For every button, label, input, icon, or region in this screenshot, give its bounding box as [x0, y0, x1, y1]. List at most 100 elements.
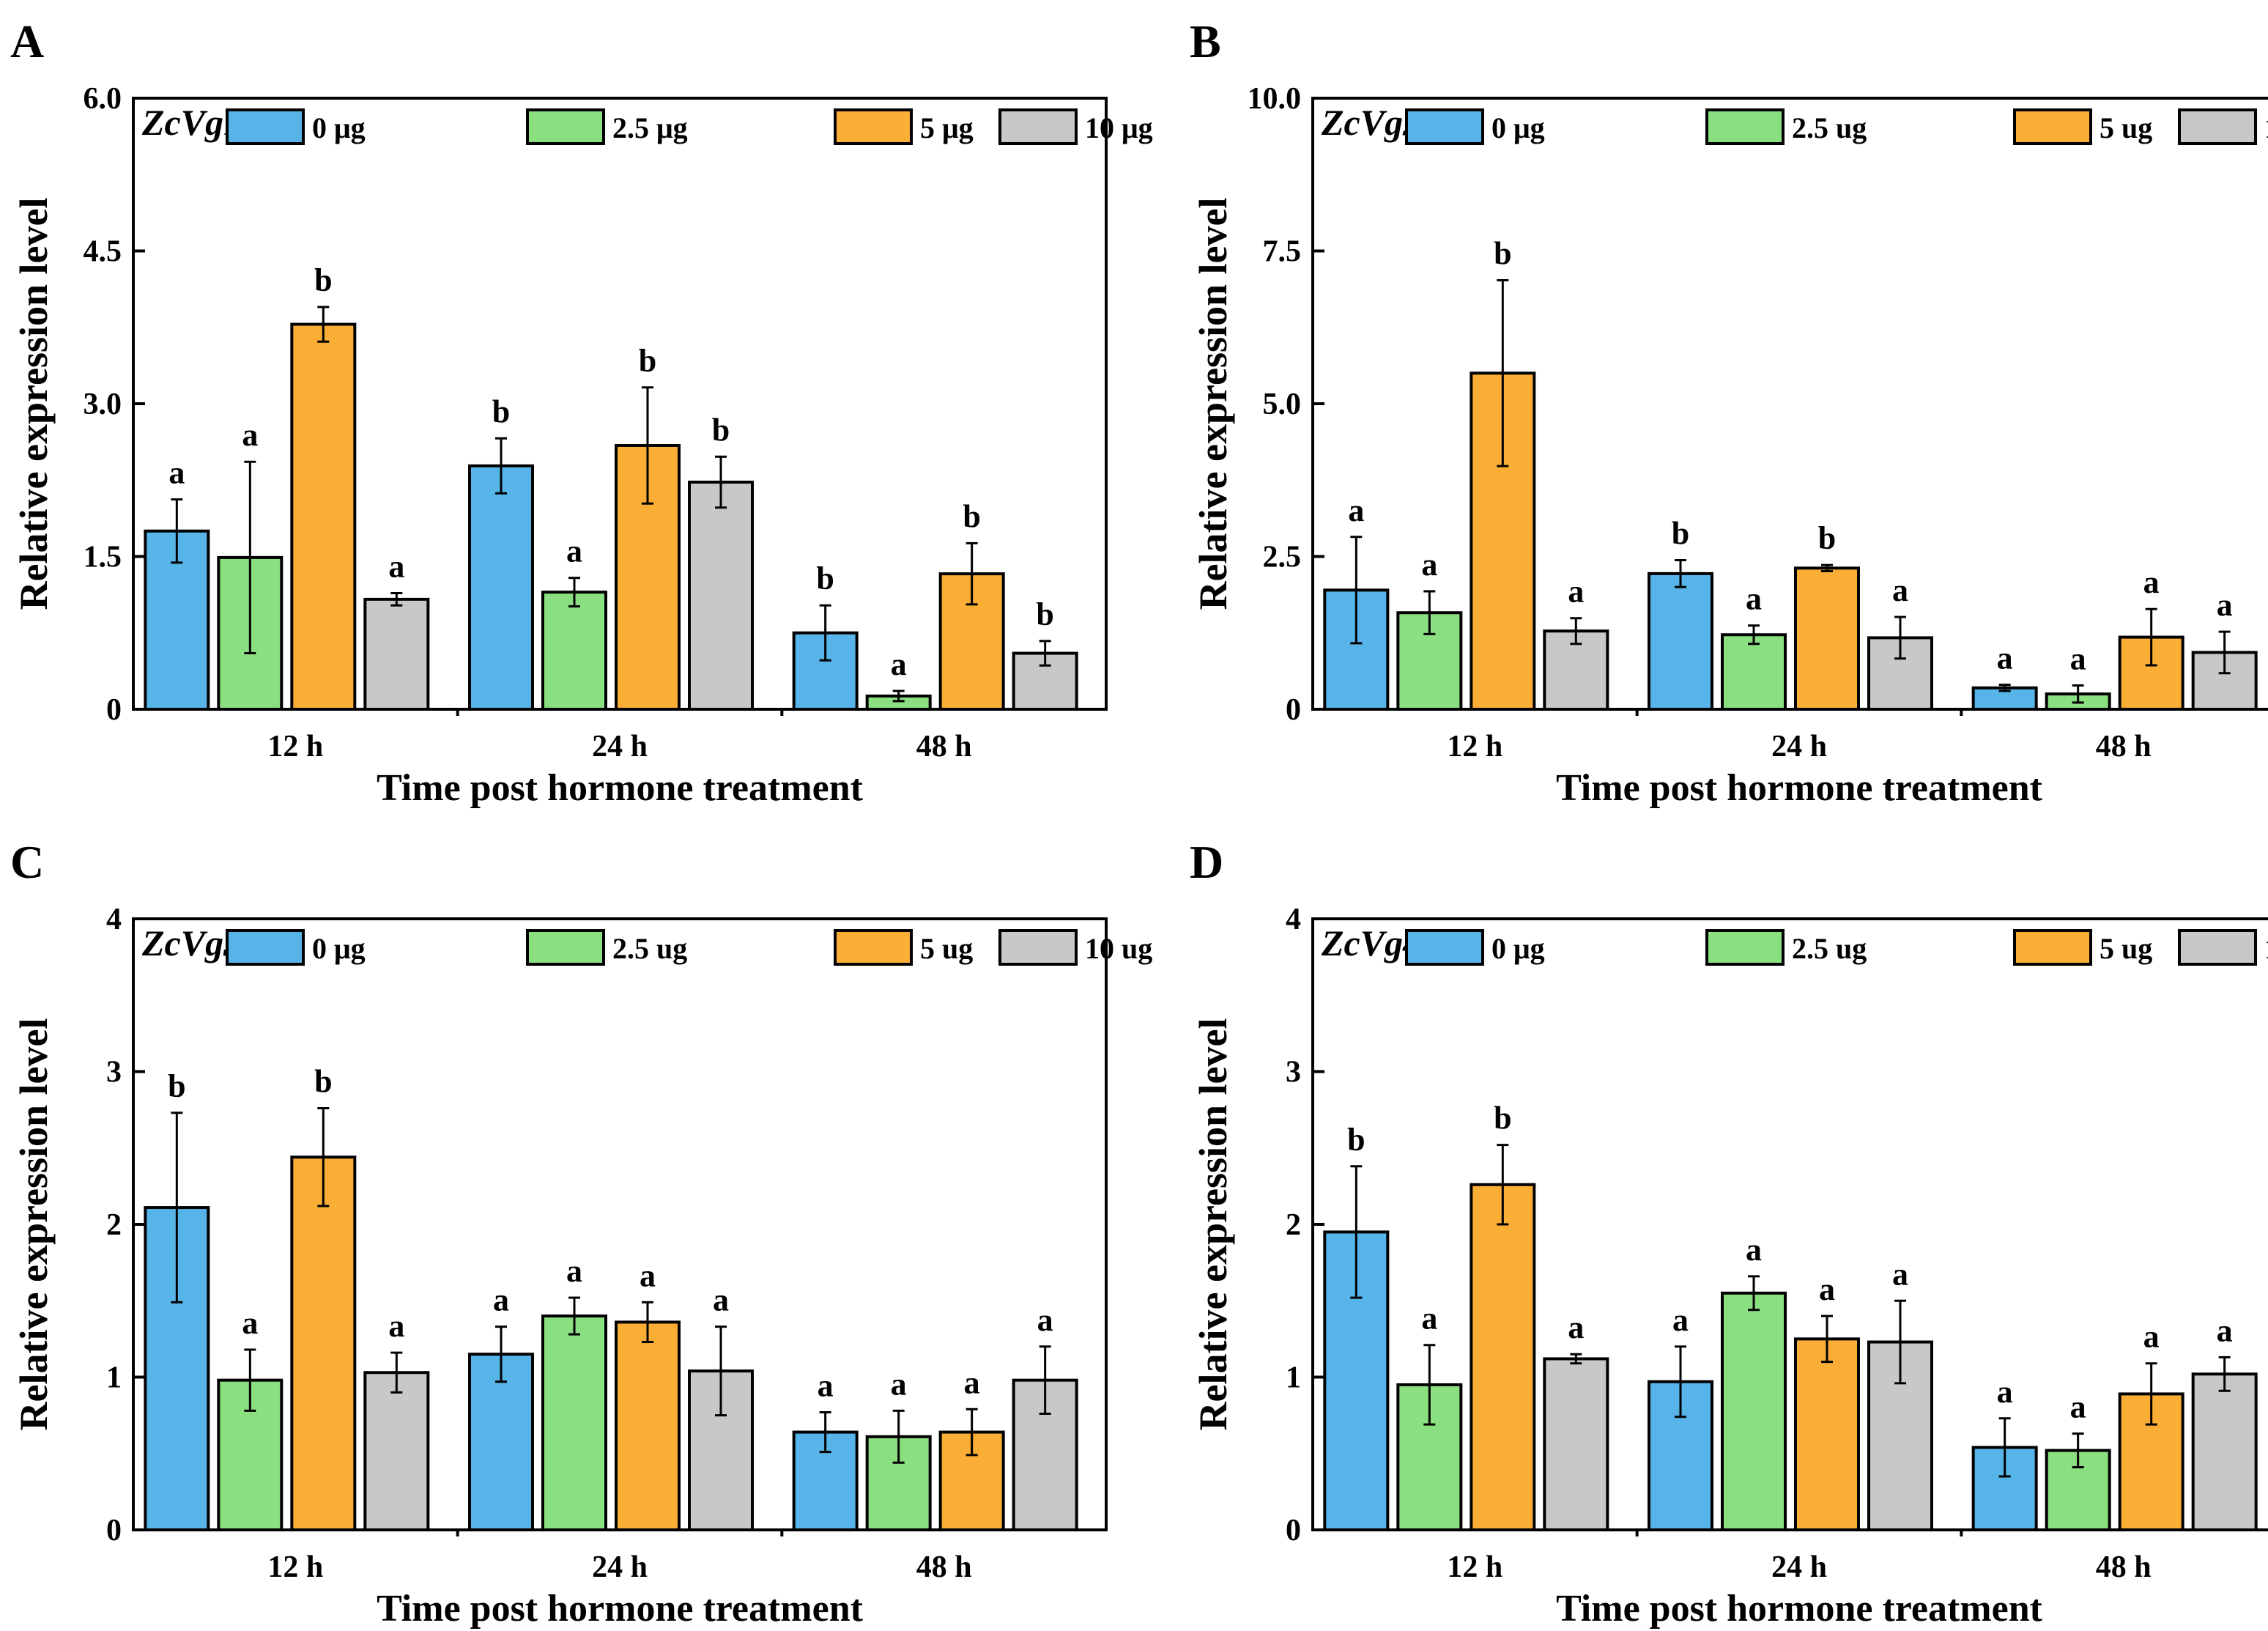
bar: [290, 1155, 357, 1531]
x-axis-title: Time post hormone treatment: [1556, 767, 2043, 809]
significance-letter: b: [1494, 1101, 1511, 1136]
chart-panel-d: Db a b a 12 h a a a a 24 h a a a a 48 h 0 1 2 3 4 ZcVg4 0 μg 2…: [1190, 836, 2268, 1630]
bar: [363, 1371, 430, 1531]
legend-swatch: [2013, 108, 2092, 145]
significance-letter: a: [493, 1282, 509, 1318]
significance-letter: a: [1568, 574, 1584, 610]
legend-label: 2.5 ug: [612, 932, 687, 965]
significance-letter: a: [1746, 581, 1762, 617]
y-tick-label: 0: [106, 693, 122, 727]
bar: [468, 464, 534, 711]
significance-letter: b: [639, 343, 656, 379]
significance-letter: a: [1348, 492, 1364, 528]
significance-letter: a: [242, 1305, 258, 1341]
legend-swatch: [526, 108, 605, 145]
significance-letter: b: [492, 393, 510, 429]
legend-swatch: [526, 929, 605, 966]
x-tick-label: 24 h: [1771, 730, 1827, 763]
y-tick-label: 0: [106, 1514, 122, 1547]
legend-swatch: [226, 108, 305, 145]
legend-label: 2.5 ug: [1792, 111, 1867, 144]
bar: [2191, 1372, 2258, 1532]
significance-letter: a: [1421, 1301, 1437, 1336]
significance-letter: a: [168, 455, 185, 491]
bar: [1794, 566, 1860, 711]
legend-label: 5 ug: [920, 932, 973, 965]
bar: [1470, 1183, 1536, 1531]
x-tick-label: 24 h: [592, 730, 648, 763]
y-tick-label: 2: [106, 1208, 122, 1242]
y-axis-title: Relative expression level: [12, 1018, 56, 1431]
significance-letter: a: [2070, 1389, 2086, 1425]
x-tick-label: 48 h: [2096, 730, 2152, 763]
significance-letter: b: [816, 561, 834, 596]
significance-letter: b: [1347, 1122, 1365, 1158]
gene-label: ZcVg3: [141, 922, 242, 964]
bar: [1794, 1337, 1860, 1531]
significance-letter: a: [1997, 1374, 2013, 1410]
legend-swatch: [2013, 929, 2092, 966]
significance-letter: a: [242, 417, 258, 453]
x-tick-label: 24 h: [1771, 1550, 1827, 1584]
significance-letter: a: [1421, 547, 1437, 582]
legend-swatch: [998, 108, 1078, 145]
legend-label: 2.5 ug: [1792, 932, 1867, 965]
y-tick-label: 1: [1286, 1361, 1301, 1395]
legend-label: 5 ug: [2100, 111, 2152, 144]
legend-label: 10 ug: [1085, 932, 1152, 965]
x-tick-label: 24 h: [592, 1550, 648, 1584]
legend-swatch: [1705, 108, 1785, 145]
significance-letter: a: [1746, 1232, 1762, 1268]
x-tick-label: 48 h: [2096, 1550, 2152, 1584]
legend-swatch: [226, 929, 305, 966]
significance-letter: a: [891, 1366, 907, 1402]
significance-letter: a: [1672, 1302, 1689, 1338]
y-tick-label: 4: [106, 903, 122, 936]
significance-letter: b: [314, 1064, 332, 1100]
chart-panel-a: Aa a b a 12 h b a b b 24 h b a b b 48 h 0 1.5 3.0 4.5 6.0 Zc…: [10, 15, 1153, 809]
legend-swatch: [1405, 108, 1484, 145]
significance-letter: a: [1892, 572, 1908, 608]
legend-label: 5 μg: [920, 111, 974, 144]
bar: [363, 597, 430, 711]
significance-letter: a: [1892, 1256, 1908, 1292]
significance-letter: b: [963, 498, 980, 534]
x-tick-label: 12 h: [1447, 1550, 1502, 1584]
significance-letter: a: [2217, 1312, 2233, 1348]
panel-label: C: [10, 836, 44, 888]
panel-label: B: [1190, 15, 1221, 67]
significance-letter: a: [1037, 1302, 1053, 1338]
bar: [1721, 633, 1787, 711]
panel-label: A: [10, 15, 44, 67]
significance-letter: b: [1818, 520, 1836, 556]
legend-swatch: [998, 929, 1078, 966]
legend-label: 5 ug: [2100, 932, 2152, 965]
significance-letter: a: [2070, 640, 2086, 676]
significance-letter: a: [964, 1364, 980, 1400]
significance-letter: b: [168, 1068, 185, 1104]
x-tick-label: 12 h: [267, 1550, 323, 1584]
significance-letter: a: [1997, 640, 2013, 676]
significance-letter: a: [891, 646, 907, 682]
y-axis-title: Relative expression level: [1191, 198, 1235, 610]
legend-label: 10 ug: [2264, 111, 2268, 144]
significance-letter: a: [1568, 1309, 1584, 1345]
y-tick-label: 3: [1286, 1056, 1301, 1090]
bar: [541, 1314, 607, 1531]
y-axis-title: Relative expression level: [12, 198, 56, 610]
gene-label: ZcVg4: [1321, 922, 1421, 964]
significance-letter: a: [566, 1253, 582, 1289]
bar: [615, 1320, 681, 1531]
y-tick-label: 4: [1286, 903, 1301, 936]
y-axis-title: Relative expression level: [1191, 1018, 1235, 1431]
y-tick-label: 5.0: [1263, 388, 1302, 421]
significance-letter: a: [2217, 587, 2233, 623]
y-tick-label: 0: [1286, 1514, 1301, 1547]
x-axis-title: Time post hormone treatment: [1556, 1588, 2043, 1630]
legend-swatch: [1705, 929, 1785, 966]
x-axis-title: Time post hormone treatment: [377, 767, 864, 809]
bar: [1648, 572, 1713, 711]
legend-label: 0 μg: [1491, 932, 1545, 965]
bar: [290, 322, 357, 711]
legend-swatch: [834, 929, 913, 966]
